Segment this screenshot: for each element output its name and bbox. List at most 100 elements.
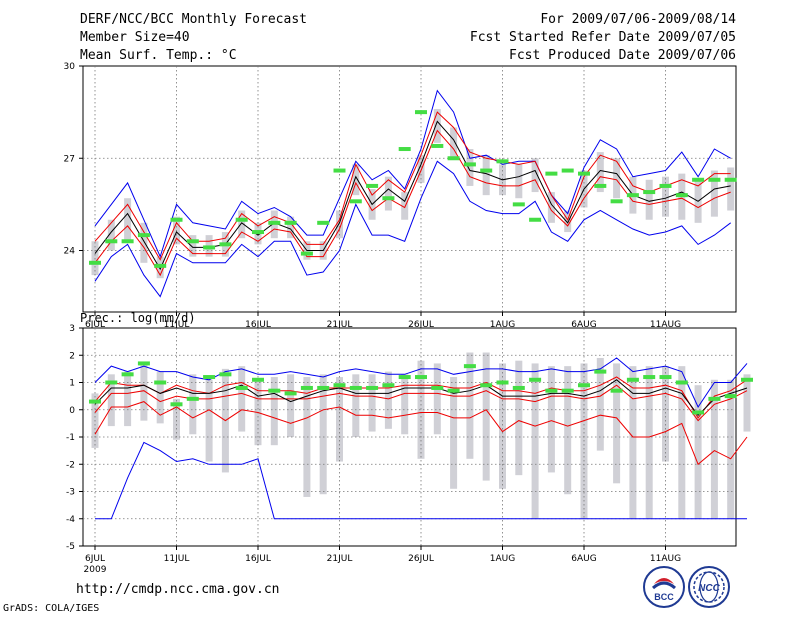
temp-ensemble-marker xyxy=(252,230,264,235)
prec-spread-box xyxy=(189,374,197,435)
temp-spread-box xyxy=(596,152,604,193)
temp-spread-box xyxy=(238,210,246,239)
temp-spread-box xyxy=(417,155,425,183)
temp-ytick-label: 24 xyxy=(64,247,76,257)
temp-ensemble-marker xyxy=(578,171,590,176)
temp-ensemble-marker xyxy=(545,171,558,176)
prec-ensemble-marker xyxy=(578,383,590,388)
temp-spread-box xyxy=(547,192,555,223)
temp-ensemble-marker xyxy=(235,217,248,222)
ncc-logo-icon: NCC xyxy=(688,566,730,608)
temp-ensemble-marker xyxy=(692,177,705,182)
prec-spread-box xyxy=(352,374,360,437)
prec-ensemble-marker xyxy=(594,369,607,374)
forecast-period: For 2009/07/06-2009/08/14 xyxy=(540,12,736,27)
prec-spread-box xyxy=(466,352,474,459)
temp-ytick-label: 30 xyxy=(64,62,76,72)
temp-ensemble-marker xyxy=(415,110,427,115)
prec-line-mean xyxy=(94,379,748,416)
prec-spread-box xyxy=(319,374,327,495)
prec-ytick-label: 3 xyxy=(69,324,75,334)
prec-ensemble-marker xyxy=(463,364,476,369)
prec-spread-box xyxy=(499,363,506,489)
prec-spread-box xyxy=(238,366,246,432)
prec-ensemble-marker xyxy=(219,372,232,377)
temp-xtick-label: 16JUL xyxy=(245,320,271,330)
temp-ytick-label: 27 xyxy=(64,154,75,164)
prec-xtick-label: 6AUG xyxy=(571,554,596,564)
prec-ensemble-marker xyxy=(137,361,150,366)
prec-spread-box xyxy=(450,377,458,489)
prec-spread-box xyxy=(270,377,278,446)
variable-label-precipitation: Prec.: log(mm/d) xyxy=(80,311,196,325)
prec-line-p10 xyxy=(94,384,748,422)
prec-ytick-label: 0 xyxy=(69,406,75,416)
temp-spread-box xyxy=(531,158,539,193)
prec-xtick-label: 6JUL xyxy=(85,554,105,564)
prec-ensemble-marker xyxy=(170,402,183,407)
prec-ensemble-marker xyxy=(415,375,427,380)
prec-ensemble-marker xyxy=(675,380,688,385)
temp-spread-box xyxy=(710,170,718,217)
temp-ensemble-marker xyxy=(317,220,330,225)
source-url[interactable]: http://cmdp.ncc.cma.gov.cn xyxy=(76,582,280,597)
prec-ensemble-marker xyxy=(561,388,574,393)
prec-spread-box xyxy=(433,363,441,435)
prec-spread-box xyxy=(287,374,295,437)
temp-xtick-label: 11AUG xyxy=(650,320,681,330)
temp-ensemble-marker xyxy=(561,168,574,173)
temp-ensemble-marker xyxy=(333,168,346,173)
temp-ensemble-marker xyxy=(89,260,101,265)
temp-ensemble-marker xyxy=(284,220,297,225)
temp-spread-box xyxy=(352,164,360,196)
temp-ensemble-marker xyxy=(382,196,395,201)
prec-ensemble-marker xyxy=(692,410,705,415)
temp-ensemble-marker xyxy=(366,183,379,188)
temp-spread-box xyxy=(189,235,197,257)
prec-spread-box xyxy=(303,377,311,497)
bcc-logo-icon: BCC xyxy=(643,566,685,608)
prec-ensemble-marker xyxy=(186,396,199,401)
prec-ensemble-marker xyxy=(154,380,167,385)
prec-ensemble-marker xyxy=(545,388,558,393)
temp-ensemble-marker xyxy=(496,159,509,164)
temp-ensemble-marker xyxy=(529,217,542,222)
prec-ensemble-marker xyxy=(317,385,330,390)
temp-ensemble-marker xyxy=(137,233,150,238)
temp-spread-box xyxy=(287,216,295,239)
prec-ensemble-marker xyxy=(89,399,101,404)
prec-spread-box xyxy=(564,366,572,495)
prec-xtick-label: 21JUL xyxy=(327,554,353,564)
temp-ensemble-marker xyxy=(154,263,167,268)
temp-spread-box xyxy=(384,176,392,211)
temp-spread-box xyxy=(401,192,409,220)
temp-ensemble-marker xyxy=(480,168,493,173)
temp-spread-box xyxy=(433,109,441,143)
prec-ensemble-marker xyxy=(284,391,297,396)
prec-spread-box xyxy=(336,377,343,462)
prec-spread-box xyxy=(662,366,669,462)
prec-line-p90 xyxy=(94,376,748,419)
prec-spread-box xyxy=(401,374,409,435)
prec-ensemble-marker xyxy=(252,377,264,382)
temp-ensemble-marker xyxy=(170,217,183,222)
forecast-produced-date: Fcst Produced Date 2009/07/06 xyxy=(509,48,736,63)
temp-xtick-label: 21JUL xyxy=(327,320,353,330)
prec-ensemble-marker xyxy=(268,388,281,393)
temp-spread-box xyxy=(466,149,474,186)
bcc-logo-text: BCC xyxy=(654,592,674,602)
prec-spread-box xyxy=(645,366,653,519)
temp-ensemble-marker xyxy=(594,183,607,188)
prec-spread-box xyxy=(368,374,376,432)
prec-spread-box xyxy=(694,385,702,519)
prec-ytick-label: -2 xyxy=(66,460,75,470)
temp-ensemble-marker xyxy=(268,220,281,225)
prec-ensemble-marker xyxy=(610,388,623,393)
temp-ensemble-marker xyxy=(708,177,721,182)
temp-xtick-label: 6JUL xyxy=(85,320,105,330)
temp-xtick-label: 6AUG xyxy=(571,320,596,330)
grads-credit: GrADS: COLA/IGES xyxy=(3,603,100,614)
temp-ensemble-marker xyxy=(512,202,525,207)
prec-ytick-label: 2 xyxy=(69,351,75,361)
prec-xtick-label: 26JUL xyxy=(408,554,434,564)
